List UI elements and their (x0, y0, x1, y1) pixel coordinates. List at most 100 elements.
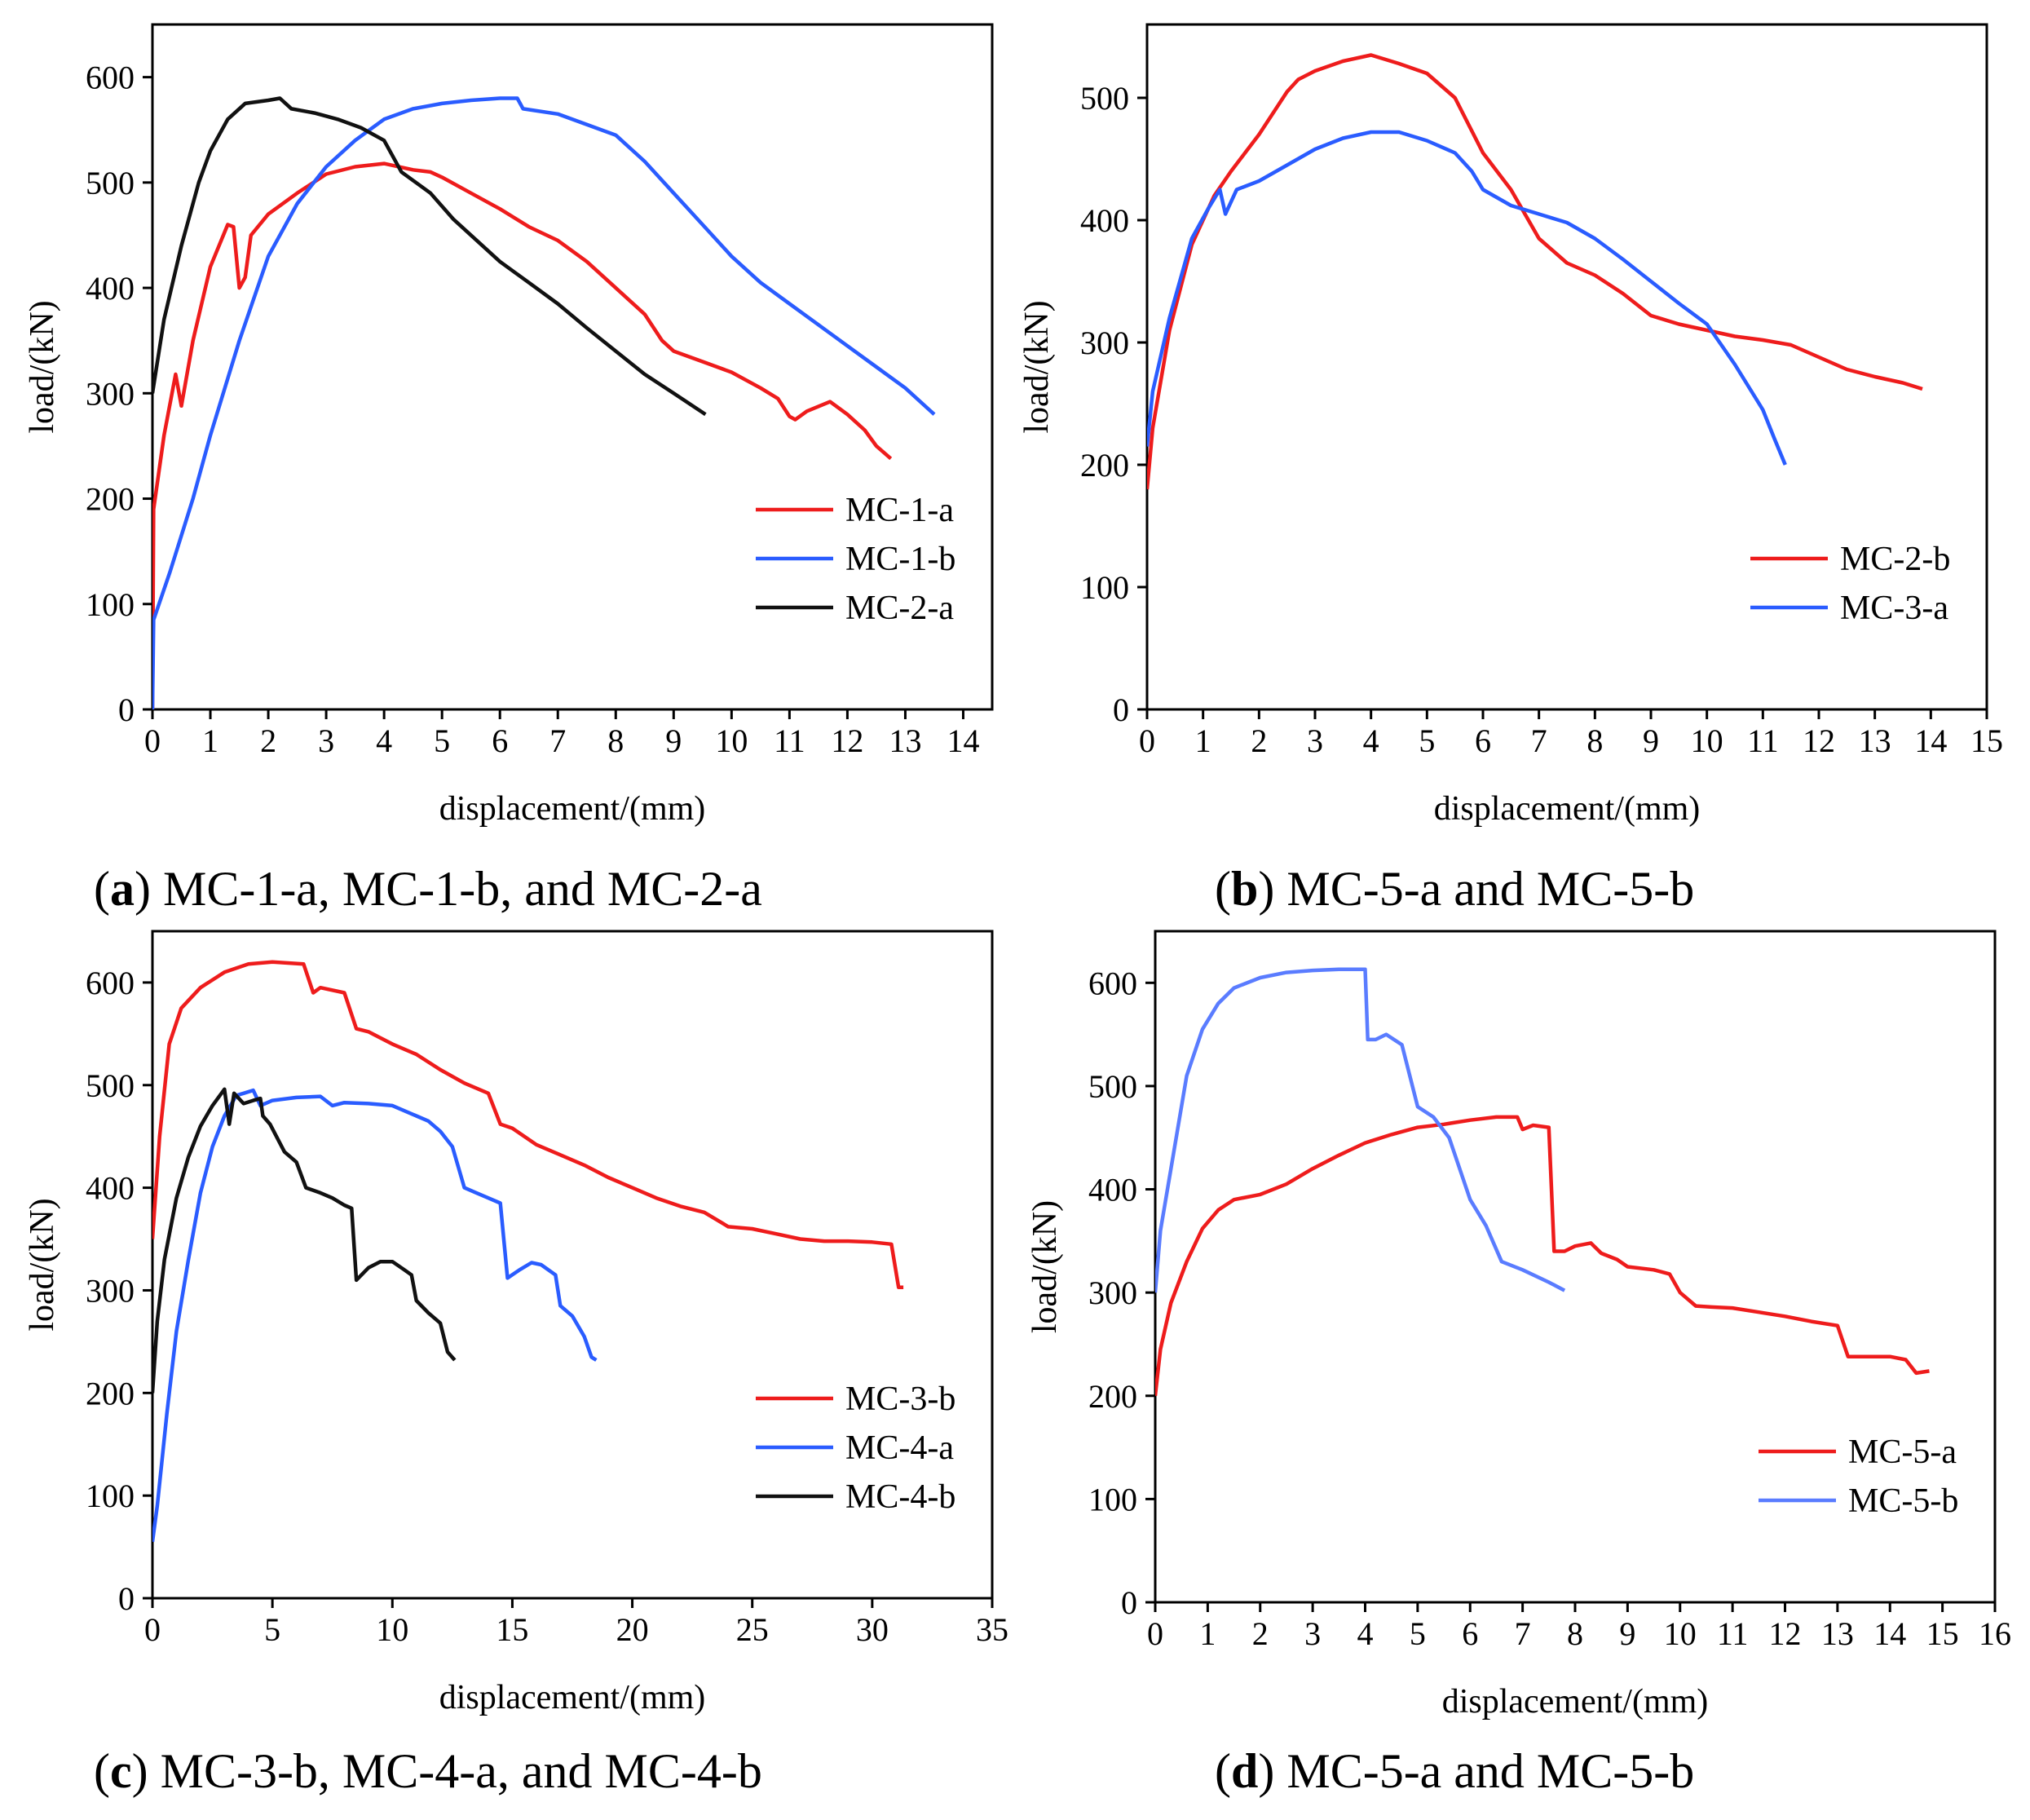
x-tick-label: 1 (1199, 1615, 1216, 1652)
legend-label-MC-2-a: MC-2-a (845, 590, 954, 627)
caption-d: (d) MC-5-a and MC-5-b (1215, 1744, 1694, 1798)
series-line-MC-1-b (152, 96, 936, 709)
x-tick-label: 7 (1531, 722, 1547, 759)
x-tick-label: 3 (1304, 1615, 1321, 1652)
caption-b: (b) MC-5-a and MC-5-b (1215, 862, 1694, 916)
y-tick-label: 100 (86, 1478, 135, 1514)
y-tick-label: 200 (1080, 447, 1129, 484)
x-tick-label: 12 (1803, 722, 1835, 759)
y-axis-label: load/(kN) (24, 1198, 61, 1331)
x-tick-label: 14 (947, 722, 979, 759)
y-tick-label: 200 (86, 481, 135, 518)
x-tick-label: 6 (1462, 1615, 1478, 1652)
x-axis-label: displacement/(mm) (1442, 1683, 1709, 1721)
y-tick-label: 600 (86, 60, 135, 96)
x-tick-label: 0 (144, 722, 161, 759)
y-tick-label: 400 (1088, 1172, 1137, 1208)
x-tick-label: 13 (1859, 722, 1891, 759)
y-tick-label: 0 (1113, 691, 1129, 728)
x-tick-label: 9 (1643, 722, 1659, 759)
chart-a: 0 1 2 3 4 5 6 7 8 9 10 11 12 13 140100200300400500600d… (24, 23, 994, 916)
series-line-MC-2-a (152, 96, 707, 417)
y-tick-label: 200 (1088, 1378, 1137, 1415)
x-tick-label: 30 (856, 1611, 889, 1648)
series-line-MC-3-b (152, 960, 904, 1289)
x-tick-label: 3 (318, 722, 334, 759)
y-tick-label: 600 (1088, 965, 1137, 1001)
x-tick-label: 2 (1251, 722, 1267, 759)
x-tick-label: 20 (616, 1611, 649, 1648)
x-tick-label: 4 (1363, 722, 1379, 759)
y-axis-label: load/(kN) (1026, 1200, 1064, 1333)
x-tick-label: 5 (434, 722, 450, 759)
x-tick-label: 35 (976, 1611, 1008, 1648)
y-tick-label: 400 (86, 1170, 135, 1207)
x-tick-label: 0 (1139, 722, 1155, 759)
x-tick-label: 10 (715, 722, 748, 759)
x-tick-label: 4 (1357, 1615, 1374, 1652)
y-tick-label: 0 (118, 691, 135, 728)
plot-frame (151, 23, 994, 711)
series-line-MC-3-a (1147, 130, 1787, 466)
x-tick-label: 0 (144, 1611, 161, 1648)
y-axis-label: load/(kN) (1018, 300, 1056, 433)
x-tick-label: 8 (607, 722, 624, 759)
caption-c: (c) MC-3-b, MC-4-a, and MC-4-b (94, 1744, 762, 1798)
y-tick-label: 500 (1088, 1068, 1137, 1105)
x-tick-label: 15 (1926, 1615, 1959, 1652)
y-tick-label: 500 (86, 165, 135, 201)
legend-label-MC-3-a: MC-3-a (1840, 590, 1948, 627)
legend-label-MC-1-a: MC-1-a (845, 492, 954, 529)
y-tick-label: 100 (1080, 569, 1129, 606)
x-tick-label: 10 (376, 1611, 408, 1648)
series-line-MC-1-a (152, 161, 893, 709)
x-tick-label: 1 (202, 722, 218, 759)
y-tick-label: 0 (1121, 1584, 1137, 1621)
chart-c: 0 5 10 15 20 25 30 35 0 100 200 300 400 500 600 displac… (24, 930, 1008, 1798)
x-tick-label: 8 (1586, 722, 1603, 759)
y-tick-label: 100 (86, 586, 135, 623)
x-axis-label: displacement/(mm) (439, 1679, 706, 1716)
x-tick-label: 15 (1970, 722, 2003, 759)
y-axis-label: load/(kN) (24, 300, 61, 433)
caption-a: (a) MC-1-a, MC-1-b, and MC-2-a (94, 862, 762, 916)
plot-frame (151, 930, 994, 1600)
y-tick-label: 300 (86, 1272, 135, 1309)
x-tick-label: 10 (1664, 1615, 1697, 1652)
x-tick-label: 7 (549, 722, 566, 759)
x-tick-label: 5 (1419, 722, 1435, 759)
x-tick-label: 0 (1147, 1615, 1163, 1652)
y-tick-label: 400 (1080, 202, 1129, 239)
x-tick-label: 12 (831, 722, 863, 759)
y-tick-label: 500 (86, 1067, 135, 1104)
x-tick-label: 12 (1769, 1615, 1802, 1652)
x-axis-label: displacement/(mm) (1434, 790, 1701, 828)
legend-label-MC-4-b: MC-4-b (845, 1478, 955, 1516)
series-line-MC-4-b (152, 1087, 457, 1394)
x-tick-label: 15 (496, 1611, 528, 1648)
x-tick-label: 3 (1307, 722, 1323, 759)
series-line-MC-4-a (152, 1088, 598, 1543)
legend-label-MC-5-a: MC-5-a (1848, 1433, 1957, 1471)
legend-label-MC-1-b: MC-1-b (845, 541, 955, 578)
x-tick-label: 13 (1821, 1615, 1854, 1652)
series-line-MC-5-a (1155, 1115, 1930, 1397)
x-tick-label: 10 (1691, 722, 1723, 759)
y-tick-label: 400 (86, 270, 135, 307)
x-tick-label: 4 (376, 722, 392, 759)
x-tick-label: 1 (1195, 722, 1211, 759)
y-tick-label: 300 (86, 375, 135, 412)
x-tick-label: 7 (1515, 1615, 1531, 1652)
y-tick-label: 100 (1088, 1481, 1137, 1517)
x-tick-label: 6 (492, 722, 508, 759)
legend-label-MC-3-b: MC-3-b (845, 1380, 955, 1418)
x-tick-label: 11 (1717, 1615, 1749, 1652)
y-tick-label: 300 (1080, 325, 1129, 361)
series-line-MC-2-b (1147, 53, 1923, 490)
y-tick-label: 300 (1088, 1274, 1137, 1311)
y-tick-label: 500 (1080, 80, 1129, 117)
x-tick-label: 2 (260, 722, 276, 759)
x-tick-label: 11 (774, 722, 805, 759)
x-tick-label: 5 (264, 1611, 280, 1648)
